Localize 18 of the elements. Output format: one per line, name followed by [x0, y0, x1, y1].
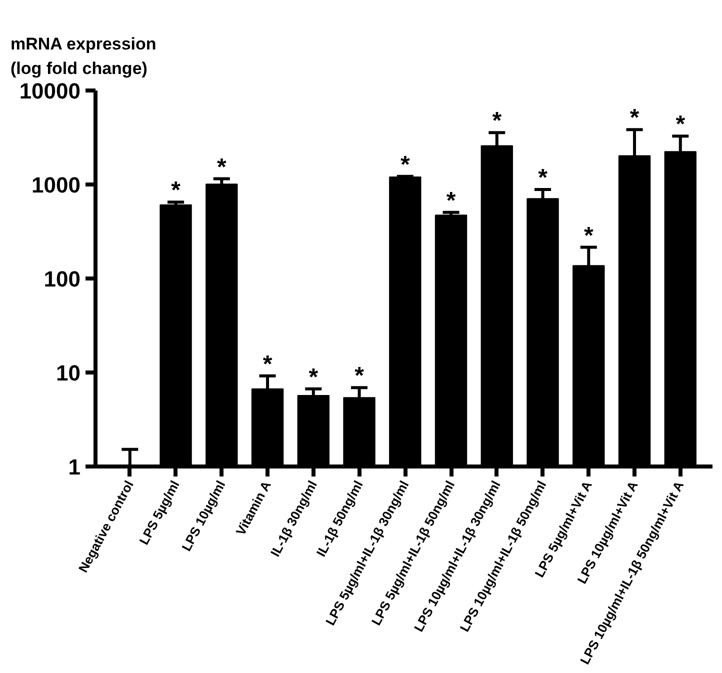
annotation: *: [354, 362, 365, 390]
annotation: *: [171, 177, 182, 204]
annotation: *: [308, 364, 319, 391]
annotation: *: [446, 187, 456, 214]
y-tick-label: 1000: [32, 172, 81, 198]
annotation: *: [262, 350, 273, 378]
annotation: *: [584, 222, 594, 250]
y-tick-label: 10: [56, 360, 81, 386]
annotation: *: [630, 104, 640, 132]
y-tick-label: 100: [44, 266, 81, 292]
y-tick-label: 10000: [19, 78, 81, 104]
annotation: *: [538, 164, 548, 192]
annotation: *: [216, 154, 227, 181]
annotation: *: [492, 108, 502, 135]
y-axis-title: mRNA expression (log fold change): [10, 34, 156, 78]
annotation: *: [400, 151, 410, 178]
y-tick-label: 1: [68, 454, 81, 480]
annotation: *: [676, 111, 686, 138]
